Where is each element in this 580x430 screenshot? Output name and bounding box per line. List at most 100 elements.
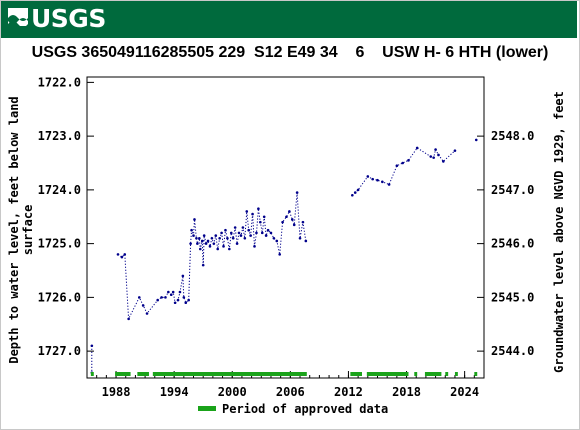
data-point xyxy=(198,236,201,240)
data-point xyxy=(181,274,185,278)
data-point xyxy=(167,290,170,294)
data-point xyxy=(356,188,360,192)
data-point xyxy=(220,231,223,235)
x-tick-label: 2018 xyxy=(392,385,421,399)
data-point xyxy=(278,253,281,256)
data-point xyxy=(192,234,195,237)
series-line xyxy=(117,192,307,321)
data-point xyxy=(266,228,270,232)
right-tick-label: 2547.0 xyxy=(491,183,534,197)
data-point xyxy=(387,183,391,186)
left-tick-label: 1727.0 xyxy=(38,344,81,358)
data-point xyxy=(176,298,180,302)
approved-period-bar xyxy=(454,372,458,376)
data-point xyxy=(415,146,419,150)
x-tick-label: 2024 xyxy=(450,385,479,399)
usgs-banner: USGS xyxy=(1,1,577,38)
data-point xyxy=(381,180,384,184)
data-point xyxy=(202,234,206,237)
data-point xyxy=(442,160,445,163)
data-point xyxy=(395,164,399,167)
left-tick-label: 1722.0 xyxy=(38,75,81,89)
x-tick-label: 2012 xyxy=(334,385,363,399)
data-point xyxy=(292,223,296,227)
approved-period-bar xyxy=(350,372,362,376)
data-point xyxy=(127,317,130,321)
y-axis-label-right: Groundwater level above NGVD 1929, feet xyxy=(552,91,566,373)
series-points xyxy=(90,138,478,374)
data-point xyxy=(169,293,173,296)
data-point xyxy=(376,178,379,182)
data-point xyxy=(233,226,237,229)
data-point xyxy=(353,191,357,194)
data-point xyxy=(257,207,260,210)
usgs-logo-text: USGS xyxy=(31,4,106,33)
data-point xyxy=(253,245,256,248)
data-point xyxy=(281,220,284,224)
data-point xyxy=(156,298,159,302)
approved-period-bar xyxy=(445,372,449,376)
data-point xyxy=(259,220,262,224)
data-point xyxy=(247,228,251,232)
data-point xyxy=(195,236,198,240)
data-point xyxy=(187,298,190,302)
approved-period-bar xyxy=(152,372,307,376)
data-point xyxy=(231,236,235,240)
data-point xyxy=(141,304,145,307)
legend-swatch xyxy=(198,406,216,411)
data-point xyxy=(198,247,202,251)
data-point xyxy=(222,245,225,248)
x-tick-label: 2000 xyxy=(218,385,247,399)
data-point xyxy=(206,239,210,243)
right-tick-label: 2544.0 xyxy=(491,344,534,358)
data-point xyxy=(401,161,404,165)
data-point xyxy=(210,236,214,240)
data-point xyxy=(226,236,229,240)
data-point xyxy=(190,228,193,232)
y-axis-label-left: Depth to water level, feet below landsur… xyxy=(7,96,35,363)
data-point xyxy=(264,234,268,237)
data-point xyxy=(474,138,478,142)
data-point xyxy=(189,242,192,245)
data-point xyxy=(351,193,354,197)
data-point xyxy=(120,255,124,259)
data-point xyxy=(269,231,273,235)
data-point xyxy=(290,218,294,221)
data-point xyxy=(434,148,437,151)
data-point xyxy=(218,236,221,240)
data-point xyxy=(251,212,254,216)
data-point xyxy=(371,177,374,181)
data-point xyxy=(432,156,435,159)
usgs-logo[interactable]: USGS xyxy=(7,4,106,33)
data-point xyxy=(255,231,258,235)
data-point xyxy=(239,234,243,237)
data-point xyxy=(184,301,188,305)
data-point xyxy=(243,236,247,240)
left-tick-label: 1723.0 xyxy=(38,129,81,143)
data-point xyxy=(178,290,182,294)
data-point xyxy=(304,239,308,243)
approved-period-bar xyxy=(474,372,478,376)
approved-periods xyxy=(90,372,478,376)
plot-area xyxy=(86,76,485,379)
left-tick-label: 1725.0 xyxy=(38,237,81,251)
data-point xyxy=(200,239,204,243)
right-tick-label: 2548.0 xyxy=(491,129,534,143)
data-point xyxy=(366,175,370,178)
data-point xyxy=(164,296,167,299)
data-point xyxy=(407,159,410,162)
legend-label: Period of approved data xyxy=(222,402,388,416)
data-point xyxy=(437,153,440,157)
x-tick-label: 1988 xyxy=(102,385,131,399)
left-axis: 1722.0 1723.0 1724.0 1725.0 1726.0 1727.0 xyxy=(38,75,94,358)
data-point xyxy=(208,245,212,248)
data-point xyxy=(228,247,231,251)
usgs-wave-icon xyxy=(8,8,28,27)
right-tick-label: 2545.0 xyxy=(491,290,534,304)
data-point xyxy=(216,247,220,251)
data-point xyxy=(235,242,239,245)
data-point xyxy=(260,231,264,235)
data-point xyxy=(201,263,205,267)
data-point xyxy=(241,226,245,229)
